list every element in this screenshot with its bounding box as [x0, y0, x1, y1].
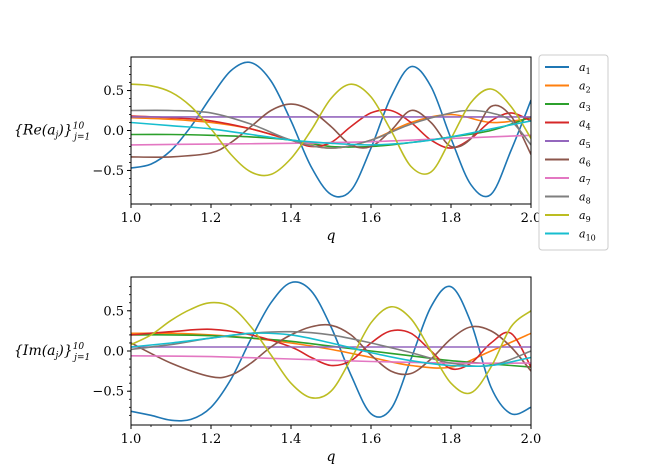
y-axis-label: {Re(aj)}10 j=1 — [14, 122, 90, 143]
x-tick-label: 2.0 — [521, 211, 542, 226]
legend-label-a9: a9 — [579, 209, 591, 224]
x-tick-label: 1.6 — [361, 432, 382, 447]
legend-box — [538, 54, 609, 251]
series-line-a8 — [131, 109, 531, 149]
legend-label-a8: a8 — [579, 191, 591, 206]
y-tick-label: −0.5 — [92, 385, 124, 400]
series-line-a1 — [131, 61, 531, 198]
series-line-a4 — [131, 109, 531, 149]
legend-label-a10: a10 — [579, 228, 596, 243]
x-tick-label: 1.4 — [281, 432, 302, 447]
panel-imag: 1.0 1.2 1.4 1.6 1.8 2.0 0.5 0.0 −0.5 q {Im(aj)}10 j… — [14, 276, 542, 465]
y-tick-label: 0.0 — [103, 345, 124, 360]
y-tick-label: 0.0 — [103, 124, 124, 139]
legend-label-a6: a6 — [579, 154, 591, 169]
x-axis-label: q — [327, 228, 336, 244]
axes-frame — [130, 56, 532, 205]
y-tick-label: −0.5 — [92, 164, 124, 179]
series-group — [131, 61, 531, 198]
series-line-a7 — [131, 355, 531, 364]
x-tick-label: 1.0 — [121, 211, 142, 226]
x-tick-label: 1.0 — [121, 432, 142, 447]
legend-label-a7: a7 — [579, 172, 591, 187]
axes-frame — [130, 276, 532, 426]
x-tick-label: 1.2 — [201, 211, 222, 226]
y-axis-label: {Im(aj)}10 j=1 — [14, 342, 90, 363]
series-line-a10 — [131, 120, 531, 146]
x-tick-label: 1.6 — [361, 211, 382, 226]
legend-label-a2: a2 — [579, 80, 591, 95]
legend-label-a5: a5 — [579, 135, 591, 150]
legend-label-a4: a4 — [579, 117, 591, 132]
x-tick-label: 1.8 — [441, 211, 462, 226]
series-group — [131, 281, 531, 422]
y-tick-label: 0.5 — [103, 304, 124, 319]
series-line-a6 — [131, 323, 531, 379]
series-line-a6 — [131, 103, 531, 158]
series-line-a1 — [131, 281, 531, 422]
series-line-a9 — [131, 301, 531, 399]
legend-label-a1: a1 — [579, 61, 591, 76]
legend-label-a3: a3 — [579, 98, 591, 113]
series-line-a9 — [131, 83, 531, 177]
y-tick-label: 0.5 — [103, 84, 124, 99]
legend: a1 a2 a3 a4 a5 a6 a7 a8 a9 a10 — [538, 54, 609, 251]
panel-real: 1.0 1.2 1.4 1.6 1.8 2.0 0.5 0.0 −0.5 q {Re(aj)}10 j… — [14, 56, 542, 244]
x-tick-label: 1.4 — [281, 211, 302, 226]
x-tick-label: 1.8 — [441, 432, 462, 447]
x-axis-label: q — [327, 449, 336, 465]
x-tick-label: 2.0 — [521, 432, 542, 447]
series-line-a10 — [131, 332, 531, 368]
x-tick-label: 1.2 — [201, 432, 222, 447]
